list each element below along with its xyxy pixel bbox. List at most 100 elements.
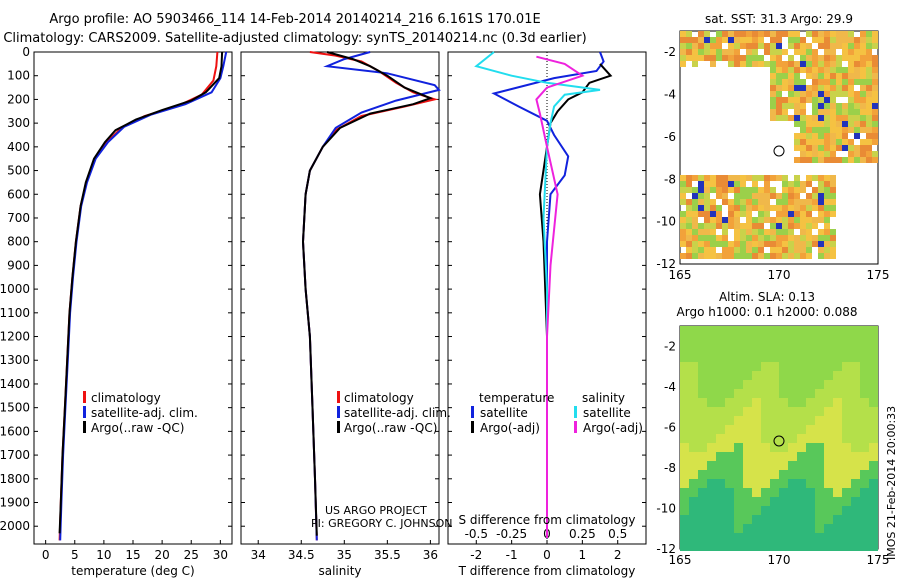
- sst-cell: [704, 49, 710, 55]
- sst-cell: [806, 49, 812, 55]
- sst-cell: [836, 43, 842, 49]
- sla-cell: [761, 389, 770, 398]
- sst-cell: [740, 61, 746, 67]
- sst-cell: [842, 139, 848, 145]
- sst-cell: [836, 103, 842, 109]
- sst-cell: [740, 175, 746, 181]
- depth-tick-label: 1400: [0, 377, 30, 391]
- sla-cell: [698, 479, 707, 488]
- sst-cell: [770, 109, 776, 115]
- sla-cell: [716, 407, 725, 416]
- sst-cell: [830, 133, 836, 139]
- imos-timestamp: IMOS 21-Feb-2014 20:00:33: [885, 406, 898, 560]
- legend-swatch-climatology: [337, 391, 340, 403]
- sst-cell: [716, 31, 722, 37]
- sla-cell: [860, 380, 869, 389]
- sst-cell: [818, 31, 824, 37]
- sla-cell: [860, 389, 869, 398]
- sst-cell: [818, 79, 824, 85]
- sla-cell: [689, 542, 698, 551]
- sst-cell: [854, 115, 860, 121]
- sst-cell: [872, 55, 878, 61]
- sst-cell: [836, 115, 842, 121]
- sla-cell: [698, 398, 707, 407]
- sla-cell: [842, 335, 851, 344]
- sla-cell: [815, 353, 824, 362]
- sla-cell: [743, 326, 752, 335]
- sla-cell: [851, 533, 860, 542]
- sst-cell: [770, 55, 776, 61]
- salinity-axes: [240, 51, 440, 545]
- sst-cell: [746, 199, 752, 205]
- sst-cell: [746, 229, 752, 235]
- sla-cell: [743, 452, 752, 461]
- sst-cell: [770, 253, 776, 259]
- sst-cell: [866, 49, 872, 55]
- sst-cell: [728, 211, 734, 217]
- sla-cell: [689, 398, 698, 407]
- legend-label-climatology: climatology: [91, 391, 161, 405]
- sla-cell: [806, 416, 815, 425]
- sla-cell: [698, 344, 707, 353]
- series-line-argo: [301, 51, 434, 536]
- sst-cell: [734, 61, 740, 67]
- sst-cell: [764, 31, 770, 37]
- sst-cell: [872, 91, 878, 97]
- sla-cell: [761, 353, 770, 362]
- sst-cell: [788, 55, 794, 61]
- sla-cell: [824, 398, 833, 407]
- float-location-marker: [773, 145, 785, 157]
- sst-cell: [812, 103, 818, 109]
- sla-cell: [806, 434, 815, 443]
- sst-cell: [776, 79, 782, 85]
- x-tick-label: 5: [71, 548, 79, 562]
- sla-cell: [788, 371, 797, 380]
- sla-cell: [707, 389, 716, 398]
- sst-cell: [818, 145, 824, 151]
- sst-map-title: sat. SST: 31.3 Argo: 29.9: [705, 12, 853, 26]
- sst-cell: [770, 31, 776, 37]
- sst-cell: [716, 187, 722, 193]
- sst-cell: [722, 175, 728, 181]
- sla-cell: [680, 452, 689, 461]
- sla-cell: [779, 353, 788, 362]
- sst-cell: [728, 199, 734, 205]
- sla-cell: [689, 326, 698, 335]
- sla-cell: [770, 353, 779, 362]
- sst-cell: [770, 91, 776, 97]
- sst-cell: [686, 181, 692, 187]
- sla-cell: [752, 488, 761, 497]
- sla-cell: [851, 398, 860, 407]
- sst-cell: [818, 55, 824, 61]
- sst-cell: [680, 55, 686, 61]
- sst-cell: [836, 31, 842, 37]
- latitude-label: -2: [664, 339, 676, 353]
- sla-cell: [725, 452, 734, 461]
- sst-cell: [758, 211, 764, 217]
- sst-cell: [794, 211, 800, 217]
- sst-cell: [710, 49, 716, 55]
- sst-cell: [842, 133, 848, 139]
- sst-cell: [830, 55, 836, 61]
- sst-cell: [764, 61, 770, 67]
- sla-cell: [734, 524, 743, 533]
- sla-cell: [860, 353, 869, 362]
- sst-cell: [776, 103, 782, 109]
- sst-cell: [860, 139, 866, 145]
- sla-cell: [842, 452, 851, 461]
- sla-cell: [806, 497, 815, 506]
- sst-cell: [704, 241, 710, 247]
- sst-cell: [770, 49, 776, 55]
- sla-cell: [806, 335, 815, 344]
- sla-cell: [842, 524, 851, 533]
- sla-cell: [734, 389, 743, 398]
- sst-cell: [806, 193, 812, 199]
- sst-cell: [722, 217, 728, 223]
- sst-cell: [758, 37, 764, 43]
- sla-cell: [743, 524, 752, 533]
- sla-cell: [851, 452, 860, 461]
- sla-cell: [833, 479, 842, 488]
- sla-cell: [824, 542, 833, 551]
- sst-cell: [806, 115, 812, 121]
- sla-cell: [869, 479, 878, 488]
